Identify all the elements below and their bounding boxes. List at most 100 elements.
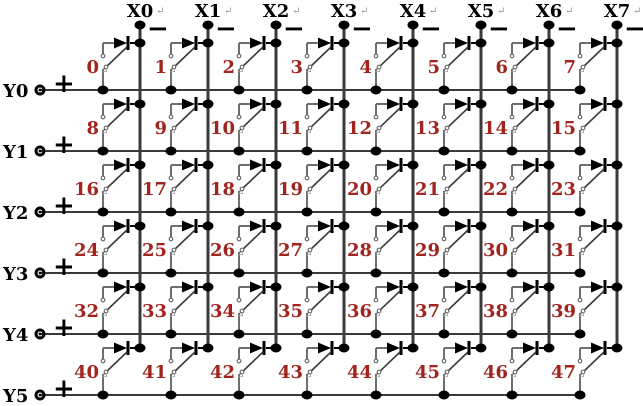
plus-sign: + (53, 130, 75, 160)
row-terminal-icon (34, 206, 46, 218)
format-mark-icon: ↵ (442, 372, 450, 382)
cell-number: 31 (551, 240, 576, 261)
row-terminal-center (38, 149, 42, 153)
switch-pivot-icon (580, 369, 586, 375)
diode-icon (318, 281, 331, 293)
row-junction-dot (370, 146, 382, 156)
format-mark-icon: ↵ (578, 67, 586, 77)
switch-pivot-icon (171, 64, 177, 70)
column-junction-dot (338, 343, 350, 353)
diode-cathode-bar (467, 280, 471, 294)
format-mark-icon: ↵ (169, 250, 177, 260)
switch-pivot-icon (376, 247, 382, 253)
row-junction-dot (233, 207, 245, 217)
cell-number: 27 (278, 240, 303, 261)
format-mark-icon: ↵ (292, 6, 300, 17)
switch-blade-icon (444, 168, 469, 192)
diode-icon (318, 37, 331, 49)
switch-pivot-icon (307, 186, 313, 192)
switch-pivot-icon (580, 125, 586, 131)
row-junction-dot (574, 146, 586, 156)
switch-contact-icon (304, 114, 310, 120)
switch-blade-icon (376, 351, 401, 375)
switch-contact-icon (373, 53, 379, 59)
cell-number: 28 (347, 240, 372, 261)
switch-contact-icon (441, 114, 447, 120)
cell-number: 3 (290, 57, 303, 78)
row-junction-dot (165, 268, 177, 278)
row-junction-dot (370, 390, 382, 400)
column-junction-dot (611, 99, 623, 109)
diode-icon (318, 220, 331, 232)
column-junction-dot (338, 282, 350, 292)
switch-contact-icon (168, 297, 174, 303)
switch-pivot-icon (512, 369, 518, 375)
cell-number: 14 (483, 118, 508, 139)
switch-contact-icon (577, 175, 583, 181)
column-junction-dot (134, 160, 146, 170)
diode-cathode-bar (330, 36, 334, 50)
cell-number: 29 (415, 240, 440, 261)
diode-cathode-bar (126, 36, 130, 50)
switch-contact-icon (100, 358, 106, 364)
format-mark-icon: ↵ (101, 372, 109, 382)
switch-pivot-icon (444, 64, 450, 70)
column-junction-dot (543, 343, 555, 353)
cell-number: 7 (563, 57, 576, 78)
diode-icon (455, 37, 468, 49)
format-mark-icon: ↵ (510, 67, 518, 77)
switch-blade-icon (307, 168, 332, 192)
switch-blade-icon (580, 229, 605, 253)
switch-pivot-icon (103, 247, 109, 253)
switch-blade-icon (239, 168, 264, 192)
switch-pivot-icon (444, 247, 450, 253)
format-mark-icon: ↵ (429, 6, 437, 17)
format-mark-icon: ↵ (565, 6, 573, 17)
diode-cathode-bar (467, 36, 471, 50)
row-junction-dot (97, 85, 109, 95)
row-junction-dot (370, 85, 382, 95)
diode-cathode-bar (399, 341, 403, 355)
diode-icon (591, 342, 604, 354)
switch-blade-icon (444, 290, 469, 314)
column-top-dot (202, 20, 214, 30)
switch-contact-icon (577, 114, 583, 120)
switch-contact-icon (304, 53, 310, 59)
format-mark-icon: ↵ (305, 128, 313, 138)
row-junction-dot (370, 329, 382, 339)
switch-pivot-icon (103, 186, 109, 192)
column-junction-dot (270, 38, 282, 48)
column-label: X5 (468, 1, 495, 22)
switch-pivot-icon (103, 308, 109, 314)
format-mark-icon: ↵ (578, 128, 586, 138)
diode-cathode-bar (399, 158, 403, 172)
switch-contact-icon (236, 297, 242, 303)
column-junction-dot (270, 221, 282, 231)
cell-number: 42 (210, 362, 235, 383)
switch-pivot-icon (444, 369, 450, 375)
switch-blade-icon (239, 351, 264, 375)
cell-number: 30 (483, 240, 508, 261)
row-label: Y4 (2, 325, 28, 346)
switch-contact-icon (304, 175, 310, 181)
diode-icon (318, 98, 331, 110)
column-junction-dot (407, 38, 419, 48)
format-mark-icon: ↵ (442, 189, 450, 199)
format-mark-icon: ↵ (374, 311, 382, 321)
switch-blade-icon (512, 351, 537, 375)
diode-icon (523, 98, 536, 110)
column-junction-dot (338, 38, 350, 48)
switch-pivot-icon (239, 125, 245, 131)
column-top-dot (270, 20, 282, 30)
cell-number: 41 (142, 362, 167, 383)
switch-blade-icon (580, 351, 605, 375)
diode-cathode-bar (330, 158, 334, 172)
column-junction-dot (611, 221, 623, 231)
diode-cathode-bar (467, 97, 471, 111)
column-top-dot (407, 20, 419, 30)
row-junction-dot (438, 207, 450, 217)
switch-contact-icon (373, 358, 379, 364)
switch-pivot-icon (376, 186, 382, 192)
switch-contact-icon (168, 114, 174, 120)
diode-cathode-bar (262, 97, 266, 111)
